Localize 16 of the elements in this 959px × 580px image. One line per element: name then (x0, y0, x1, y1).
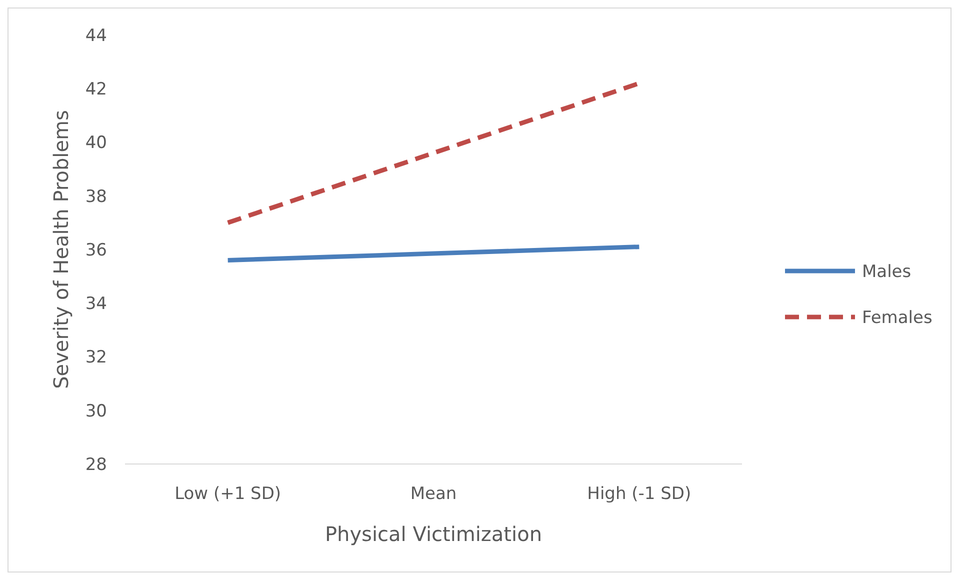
legend-label: Females (862, 308, 932, 328)
y-axis-title: Severity of Health Problems (49, 110, 73, 389)
y-tick-label: 34 (85, 294, 107, 314)
y-tick-label: 42 (85, 80, 107, 100)
y-tick-label: 30 (85, 401, 107, 422)
y-tick-label: 28 (85, 454, 107, 475)
legend-label: Males (862, 262, 912, 282)
y-tick-label: 44 (85, 26, 107, 46)
x-tick-label: Mean (410, 484, 457, 504)
y-tick-label: 40 (85, 133, 107, 154)
x-tick-label: Low (+1 SD) (174, 484, 282, 504)
x-axis-title: Physical Victimization (324, 522, 542, 546)
y-tick-label: 32 (85, 348, 107, 368)
x-tick-label: High (-1 SD) (587, 484, 692, 504)
y-tick-label: 38 (85, 186, 107, 207)
y-tick-label: 36 (85, 240, 107, 260)
